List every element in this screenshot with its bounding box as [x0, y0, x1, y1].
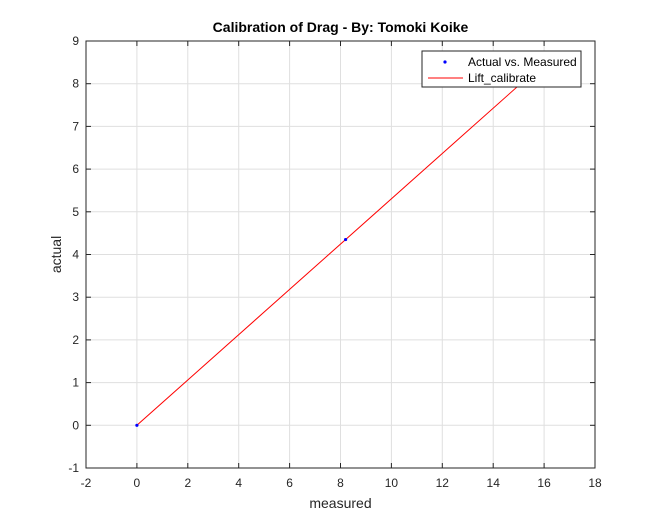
legend-marker-0	[443, 60, 447, 64]
x-tick-label: 2	[184, 476, 191, 490]
legend-label-1: Lift_calibrate	[468, 71, 536, 85]
data-point	[343, 237, 348, 242]
y-tick-label: 5	[72, 205, 79, 219]
y-tick-label: 6	[72, 162, 79, 176]
chart-title: Calibration of Drag - By: Tomoki Koike	[213, 19, 469, 35]
tick-layer	[85, 40, 596, 469]
y-tick-label: 1	[72, 376, 79, 390]
y-tick-label: 0	[72, 418, 79, 432]
y-tick-label: 7	[72, 119, 79, 133]
x-tick-label: -2	[81, 476, 92, 490]
legend-items	[428, 60, 463, 79]
y-tick-label: 2	[72, 333, 79, 347]
legend-box	[421, 50, 582, 88]
data-point	[135, 423, 139, 427]
x-tick-label: 18	[588, 476, 602, 490]
y-tick-label: 8	[72, 77, 79, 91]
y-tick-label: 4	[72, 248, 79, 262]
y-axis-label: actual	[48, 236, 64, 273]
x-tick-label: 4	[235, 476, 242, 490]
legend-label-0: Actual vs. Measured	[468, 55, 577, 69]
y-tick-label: -1	[68, 461, 79, 475]
x-tick-label: 16	[537, 476, 551, 490]
x-tick-label: 12	[436, 476, 450, 490]
y-tick-label: 3	[72, 290, 79, 304]
x-axis-label: measured	[309, 495, 371, 511]
x-tick-label: 8	[337, 476, 344, 490]
x-tick-label: 10	[385, 476, 399, 490]
x-tick-label: 0	[134, 476, 141, 490]
x-tick-label: 6	[286, 476, 293, 490]
y-tick-label: 9	[72, 34, 79, 48]
x-tick-label: 14	[487, 476, 501, 490]
legend: Actual vs. Measured Lift_calibrate	[421, 50, 582, 88]
